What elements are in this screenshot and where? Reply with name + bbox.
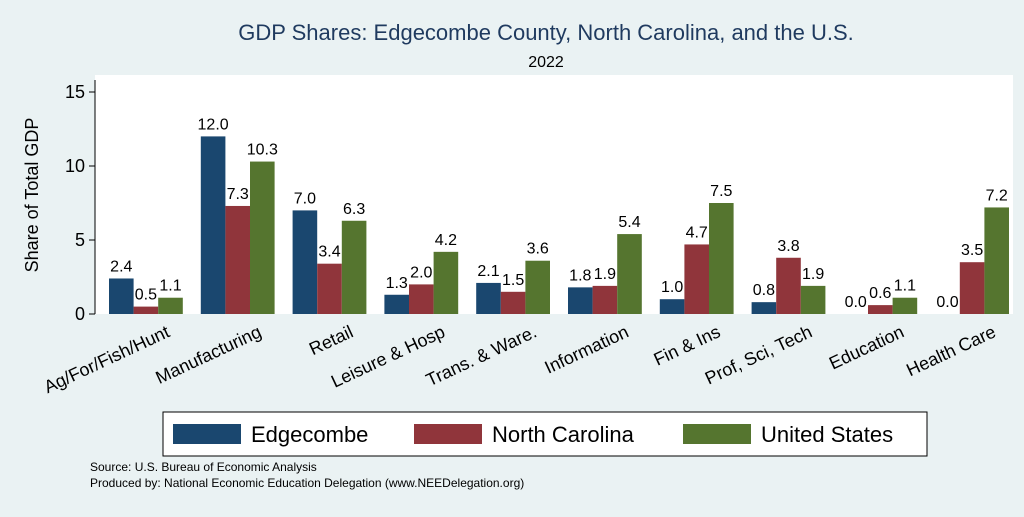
bar-north-carolina-leisure-hosp xyxy=(409,284,434,314)
bar-edgecombe-information xyxy=(568,287,593,314)
data-label-edgecombe-fin-ins: 1.0 xyxy=(661,279,683,296)
data-label-north-carolina-information: 1.9 xyxy=(594,266,616,283)
legend-label-united-states: United States xyxy=(761,422,893,447)
data-label-north-carolina-prof-sci-tech: 3.8 xyxy=(777,238,799,255)
data-label-united-states-health-care: 7.2 xyxy=(986,187,1008,204)
bar-united-states-education xyxy=(892,297,918,314)
data-label-united-states-manufacturing: 10.3 xyxy=(247,142,278,159)
data-label-north-carolina-manufacturing: 7.3 xyxy=(227,186,249,203)
bar-united-states-information xyxy=(617,234,642,314)
bar-edgecombe-fin-ins xyxy=(659,299,685,314)
bar-edgecombe-trans-ware xyxy=(476,282,501,314)
y-tick-label: 15 xyxy=(65,82,85,102)
bar-edgecombe-manufacturing xyxy=(200,136,226,314)
bar-edgecombe-leisure-hosp xyxy=(384,294,409,314)
chart-subtitle: 2022 xyxy=(528,54,564,71)
legend-label-north-carolina: North Carolina xyxy=(492,422,635,447)
legend-swatch-edgecombe xyxy=(173,424,241,444)
bar-north-carolina-manufacturing xyxy=(225,205,250,314)
data-label-united-states-fin-ins: 7.5 xyxy=(710,183,732,200)
data-label-united-states-ag-for-fish-hunt: 1.1 xyxy=(159,278,181,295)
data-label-edgecombe-health-care: 0.0 xyxy=(936,294,958,311)
bar-united-states-fin-ins xyxy=(709,203,734,314)
source-note: Source: U.S. Bureau of Economic Analysis xyxy=(90,460,317,474)
bar-north-carolina-health-care xyxy=(959,262,985,314)
bar-north-carolina-education xyxy=(868,305,893,314)
legend: Edgecombe North Carolina United States xyxy=(162,411,928,457)
legend-swatch-north-carolina xyxy=(414,424,482,444)
data-label-north-carolina-education: 0.6 xyxy=(869,285,891,302)
bar-united-states-manufacturing xyxy=(250,161,275,314)
data-label-edgecombe-prof-sci-tech: 0.8 xyxy=(753,282,775,299)
bar-north-carolina-retail xyxy=(317,263,342,314)
bar-series xyxy=(109,136,1009,314)
bar-united-states-trans-ware xyxy=(525,260,550,314)
data-label-north-carolina-retail: 3.4 xyxy=(318,244,340,261)
data-label-united-states-information: 5.4 xyxy=(618,214,640,231)
legend-box xyxy=(162,411,928,457)
bar-united-states-prof-sci-tech xyxy=(800,285,826,314)
bar-north-carolina-fin-ins xyxy=(684,244,709,314)
legend-label-edgecombe: Edgecombe xyxy=(251,422,368,447)
y-tick-label: 10 xyxy=(65,156,85,176)
data-label-north-carolina-trans-ware: 1.5 xyxy=(502,272,524,289)
data-label-edgecombe-ag-for-fish-hunt: 2.4 xyxy=(110,258,132,275)
data-labels: 2.40.51.112.07.310.37.03.46.31.32.04.22.… xyxy=(110,116,1008,311)
chart-title: GDP Shares: Edgecombe County, North Caro… xyxy=(238,20,854,45)
bar-north-carolina-ag-for-fish-hunt xyxy=(133,306,159,314)
data-label-united-states-retail: 6.3 xyxy=(343,201,365,218)
data-label-edgecombe-manufacturing: 12.0 xyxy=(198,116,229,133)
data-label-north-carolina-leisure-hosp: 2.0 xyxy=(410,264,432,281)
bar-united-states-leisure-hosp xyxy=(433,251,459,314)
data-label-edgecombe-education: 0.0 xyxy=(845,294,867,311)
data-label-united-states-prof-sci-tech: 1.9 xyxy=(802,266,824,283)
y-tick-label: 5 xyxy=(75,230,85,250)
data-label-edgecombe-trans-ware: 2.1 xyxy=(477,263,499,280)
data-label-edgecombe-information: 1.8 xyxy=(569,267,591,284)
data-label-united-states-trans-ware: 3.6 xyxy=(527,241,549,258)
bar-north-carolina-prof-sci-tech xyxy=(776,257,801,314)
produced-by-note: Produced by: National Economic Education… xyxy=(90,476,524,490)
bar-edgecombe-ag-for-fish-hunt xyxy=(109,278,134,314)
bar-north-carolina-information xyxy=(592,285,618,314)
bar-united-states-ag-for-fish-hunt xyxy=(158,297,183,314)
legend-swatch-united-states xyxy=(683,424,751,444)
data-label-united-states-education: 1.1 xyxy=(894,278,916,295)
bar-edgecombe-prof-sci-tech xyxy=(751,302,777,314)
data-label-edgecombe-leisure-hosp: 1.3 xyxy=(386,275,408,292)
data-label-north-carolina-ag-for-fish-hunt: 0.5 xyxy=(135,287,157,304)
bar-edgecombe-retail xyxy=(292,210,318,314)
y-axis-label: Share of Total GDP xyxy=(22,118,42,273)
data-label-united-states-leisure-hosp: 4.2 xyxy=(435,232,457,249)
data-label-north-carolina-health-care: 3.5 xyxy=(961,242,983,259)
data-label-edgecombe-retail: 7.0 xyxy=(294,190,316,207)
bar-north-carolina-trans-ware xyxy=(500,291,526,314)
y-tick-label: 0 xyxy=(75,304,85,324)
y-axis-ticks: 0 5 10 15 xyxy=(65,82,95,324)
data-label-north-carolina-fin-ins: 4.7 xyxy=(686,224,708,241)
bar-united-states-health-care xyxy=(984,207,1009,314)
bar-united-states-retail xyxy=(341,220,367,314)
